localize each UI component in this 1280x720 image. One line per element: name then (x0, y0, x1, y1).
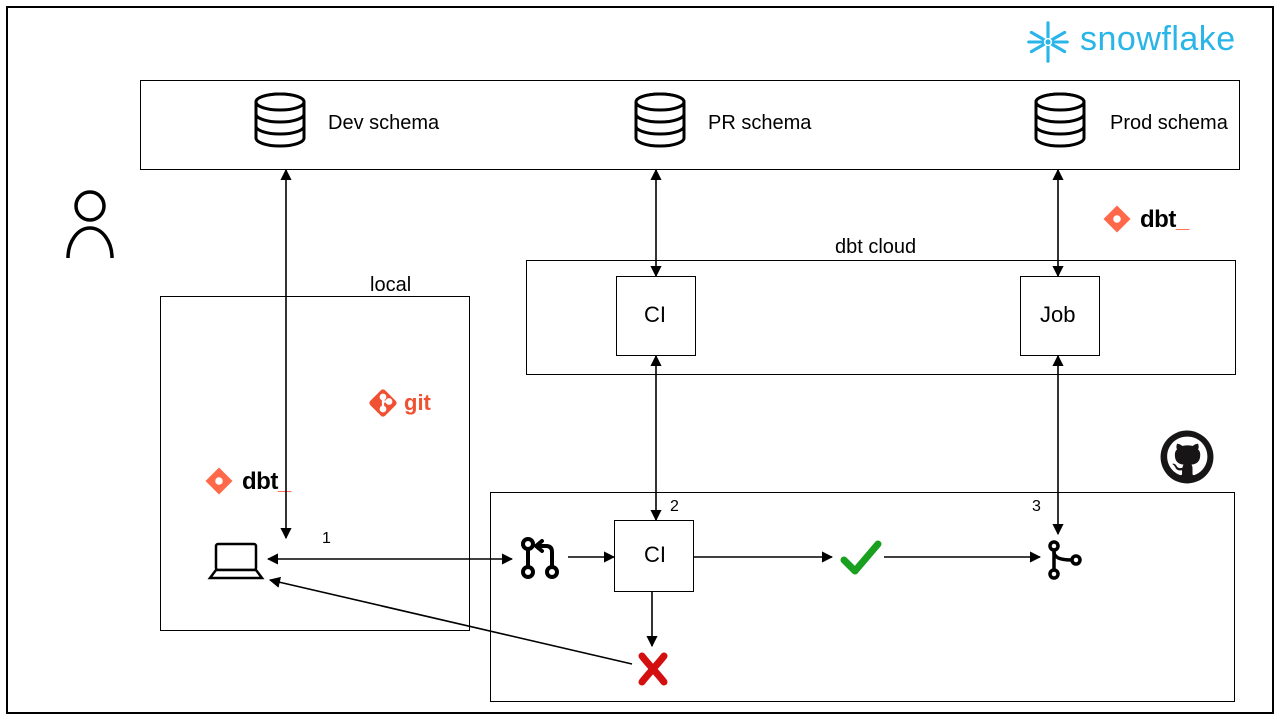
job-label: Job (1040, 302, 1075, 328)
database-icon (1032, 92, 1088, 161)
dbt-text: dbt (1140, 206, 1176, 233)
snowflake-icon (1022, 16, 1074, 73)
dbt-local-logo-text: dbt_ (242, 468, 291, 496)
user-icon (62, 188, 118, 265)
github-container (490, 492, 1235, 702)
dbt-cloud-container-label: dbt cloud (835, 236, 916, 259)
pr-schema-label: PR schema (708, 112, 811, 135)
database-icon (252, 92, 308, 161)
diagram-canvas: snowflake Dev schema PR sche (0, 0, 1280, 720)
dbt-text: dbt (242, 468, 278, 495)
merge-icon (1044, 538, 1084, 587)
dbt-icon (204, 466, 234, 501)
github-icon (1160, 430, 1214, 489)
prod-schema-label: Prod schema (1110, 112, 1228, 135)
database-icon (632, 92, 688, 161)
git-logo-text: git (404, 390, 431, 416)
laptop-icon (206, 540, 266, 589)
snowflake-label: snowflake (1080, 20, 1236, 59)
edge-label-3: 3 (1032, 498, 1041, 516)
ci-github-label: CI (644, 542, 666, 568)
ci-cloud-label: CI (644, 302, 666, 328)
fail-icon (636, 650, 670, 693)
check-icon (838, 536, 882, 585)
git-icon (368, 388, 398, 423)
edge-label-1: 1 (322, 530, 331, 548)
local-container-label: local (370, 274, 411, 297)
dbt-icon (1102, 204, 1132, 239)
dbt-cloud-logo-text: dbt_ (1140, 206, 1189, 234)
edge-label-2: 2 (670, 498, 679, 516)
dev-schema-label: Dev schema (328, 112, 439, 135)
pull-request-icon (516, 534, 564, 587)
